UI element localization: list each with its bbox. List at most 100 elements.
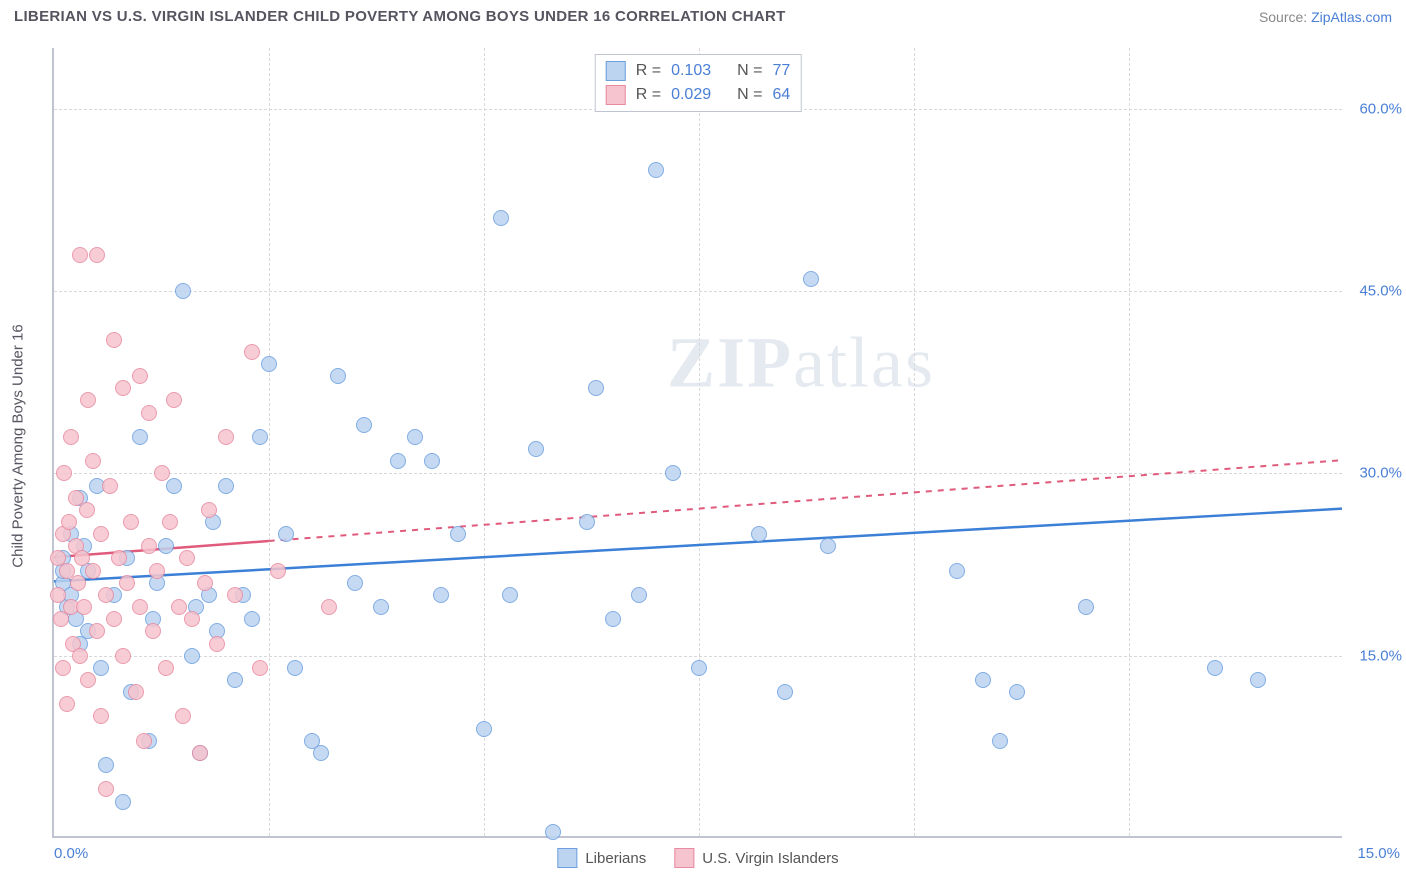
data-point xyxy=(149,563,165,579)
data-point xyxy=(803,271,819,287)
data-point xyxy=(154,465,170,481)
data-point xyxy=(528,441,544,457)
data-point xyxy=(433,587,449,603)
data-point xyxy=(175,283,191,299)
data-point xyxy=(132,599,148,615)
data-point xyxy=(70,575,86,591)
data-point xyxy=(390,453,406,469)
data-point xyxy=(115,648,131,664)
series-legend: LiberiansU.S. Virgin Islanders xyxy=(557,848,838,868)
data-point xyxy=(119,575,135,591)
data-point xyxy=(201,502,217,518)
data-point xyxy=(162,514,178,530)
data-point xyxy=(59,696,75,712)
data-point xyxy=(545,824,561,840)
data-point xyxy=(751,526,767,542)
data-point xyxy=(192,745,208,761)
data-point xyxy=(171,599,187,615)
data-point xyxy=(184,611,200,627)
data-point xyxy=(89,623,105,639)
data-point xyxy=(85,563,101,579)
data-point xyxy=(407,429,423,445)
data-point xyxy=(184,648,200,664)
data-point xyxy=(252,429,268,445)
stats-row: R = 0.029N = 64 xyxy=(606,83,791,107)
data-point xyxy=(76,599,92,615)
swatch-icon xyxy=(674,848,694,868)
data-point xyxy=(98,757,114,773)
data-point xyxy=(330,368,346,384)
data-point xyxy=(98,587,114,603)
data-point xyxy=(145,623,161,639)
data-point xyxy=(777,684,793,700)
data-point xyxy=(98,781,114,797)
data-point xyxy=(373,599,389,615)
data-point xyxy=(158,660,174,676)
data-point xyxy=(313,745,329,761)
x-tick-min: 0.0% xyxy=(54,845,88,862)
data-point xyxy=(79,502,95,518)
data-point xyxy=(270,563,286,579)
data-point xyxy=(102,478,118,494)
legend-item: Liberians xyxy=(557,848,646,868)
data-point xyxy=(85,453,101,469)
swatch-icon xyxy=(606,61,626,81)
data-point xyxy=(115,794,131,810)
data-point xyxy=(197,575,213,591)
y-tick: 15.0% xyxy=(1355,647,1406,664)
data-point xyxy=(493,210,509,226)
data-point xyxy=(175,708,191,724)
data-point xyxy=(179,550,195,566)
x-tick-max: 15.0% xyxy=(1357,845,1400,862)
data-point xyxy=(93,526,109,542)
data-point xyxy=(588,380,604,396)
data-point xyxy=(244,611,260,627)
data-point xyxy=(106,611,122,627)
data-point xyxy=(209,636,225,652)
data-point xyxy=(93,708,109,724)
y-tick: 60.0% xyxy=(1355,100,1406,117)
data-point xyxy=(691,660,707,676)
y-tick: 30.0% xyxy=(1355,465,1406,482)
data-point xyxy=(128,684,144,700)
data-point xyxy=(218,478,234,494)
data-point xyxy=(502,587,518,603)
data-point xyxy=(136,733,152,749)
data-point xyxy=(158,538,174,554)
y-axis-label: Child Poverty Among Boys Under 16 xyxy=(10,324,27,567)
data-point xyxy=(992,733,1008,749)
data-point xyxy=(579,514,595,530)
data-point xyxy=(132,429,148,445)
data-point xyxy=(321,599,337,615)
scatter-points xyxy=(54,48,1342,836)
data-point xyxy=(132,368,148,384)
data-point xyxy=(949,563,965,579)
data-point xyxy=(166,392,182,408)
data-point xyxy=(820,538,836,554)
data-point xyxy=(261,356,277,372)
data-point xyxy=(80,392,96,408)
source-label: Source: ZipAtlas.com xyxy=(1259,9,1392,25)
data-point xyxy=(975,672,991,688)
data-point xyxy=(227,587,243,603)
data-point xyxy=(72,648,88,664)
stats-legend: R = 0.103N = 77R = 0.029N = 64 xyxy=(595,54,802,112)
data-point xyxy=(287,660,303,676)
data-point xyxy=(244,344,260,360)
data-point xyxy=(80,672,96,688)
data-point xyxy=(450,526,466,542)
data-point xyxy=(72,247,88,263)
data-point xyxy=(476,721,492,737)
data-point xyxy=(63,429,79,445)
source-link[interactable]: ZipAtlas.com xyxy=(1311,9,1392,25)
data-point xyxy=(278,526,294,542)
stats-row: R = 0.103N = 77 xyxy=(606,59,791,83)
data-point xyxy=(50,587,66,603)
data-point xyxy=(166,478,182,494)
data-point xyxy=(605,611,621,627)
data-point xyxy=(1078,599,1094,615)
data-point xyxy=(1207,660,1223,676)
page-title: LIBERIAN VS U.S. VIRGIN ISLANDER CHILD P… xyxy=(14,8,786,25)
data-point xyxy=(111,550,127,566)
data-point xyxy=(665,465,681,481)
